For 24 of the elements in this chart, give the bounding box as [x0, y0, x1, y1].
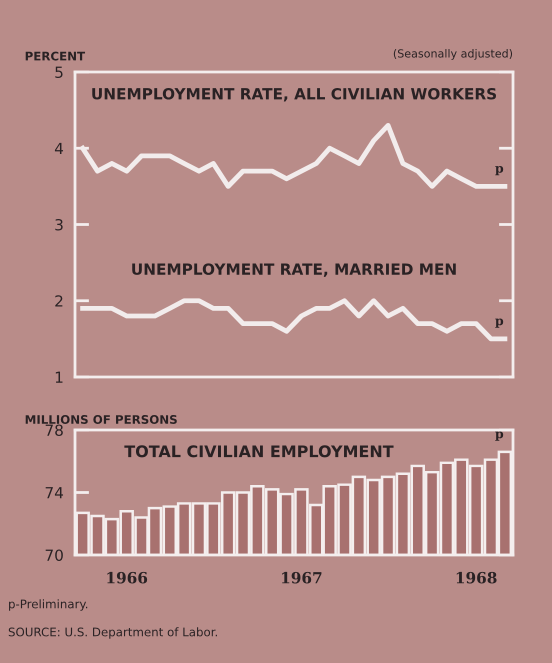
- x-tick-label: 1968: [456, 572, 497, 584]
- y-tick-label: 70: [46, 549, 63, 562]
- y-axis-title: MILLIONS OF PERSONS: [26, 415, 177, 424]
- y-tick-label: 2: [55, 295, 62, 307]
- y-tick-label: 74: [46, 487, 64, 498]
- y-tick-label: 5: [55, 66, 63, 78]
- text: p-Preliminary.: [9, 599, 88, 611]
- annotation: p: [495, 432, 504, 441]
- chart-subtitle: (Seasonally adjusted): [394, 49, 512, 60]
- source-note: SOURCE: U.S. Department of Labor.: [8, 627, 217, 639]
- line-series: [80, 122, 508, 189]
- line-series: [80, 298, 508, 342]
- annotation: p: [495, 318, 504, 328]
- x-tick-label: 1967: [282, 572, 322, 584]
- legend-label: UNEMPLOYMENT RATE, ALL CIVILIAN WORKERS: [92, 88, 496, 102]
- x-tick-label: 1966: [107, 572, 148, 584]
- y-tick-label: 1: [56, 372, 62, 383]
- text: UNEMPLOYMENT RATE, MARRIED MEN: [132, 263, 456, 277]
- text: TOTAL CIVILIAN EMPLOYMENT: [124, 445, 394, 458]
- y-tick-label: 4: [54, 142, 64, 154]
- y-axis-title: PERCENT: [26, 52, 86, 61]
- y-tick-label: 78: [46, 424, 63, 436]
- y-tick-label: 3: [55, 218, 63, 231]
- annotation: p: [495, 166, 504, 176]
